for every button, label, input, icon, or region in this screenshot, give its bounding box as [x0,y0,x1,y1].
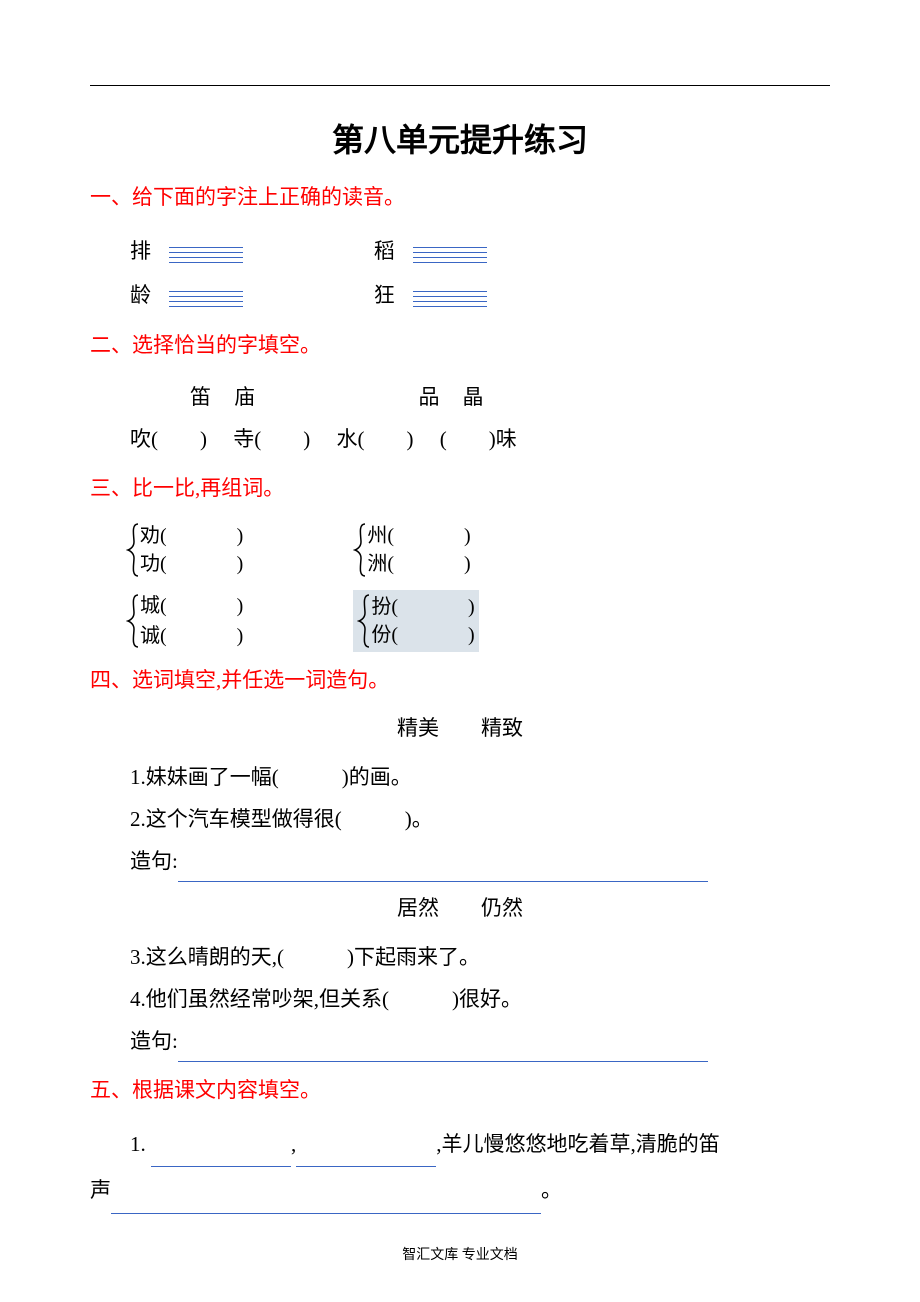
q4-group2-options: 居然 仍然 [90,892,830,922]
q3-pair-1[interactable]: 州() 洲() [353,520,470,580]
q2-fill-0[interactable]: 吹( ) [130,427,207,451]
section-4-heading: 四、选词填空,并任选一词造句。 [90,664,830,698]
q1-char-3: 狂 [374,273,402,317]
sentence-blank[interactable] [178,853,708,881]
q1-char-2: 龄 [130,273,158,317]
section-2-options: 笛 庙 品 晶 [190,376,830,418]
q5-blank-2[interactable] [296,1139,436,1167]
q3-pair-0[interactable]: 劝() 功() [126,520,243,580]
section-2-heading: 二、选择恰当的字填空。 [90,329,830,363]
page-title: 第八单元提升练习 [90,115,830,161]
q4-1[interactable]: 1.妹妹画了一幅( )的画。 [130,756,830,798]
q4-2[interactable]: 2.这个汽车模型做得很( )。 [130,798,830,840]
q2-fill-2[interactable]: 水( ) [337,427,414,451]
q5-prefix: 1. [130,1132,146,1156]
q5-blank-1[interactable] [151,1139,291,1167]
q2-fill-3[interactable]: ( )味 [440,427,517,451]
q2-option-group-0: 笛 庙 [190,385,256,409]
sentence-label: 造句: [130,1029,178,1053]
q4-sentence-1[interactable]: 造句: [130,840,830,882]
top-border [90,85,830,86]
q4-group1-options: 精美 精致 [90,712,830,742]
section-3-heading: 三、比一比,再组词。 [90,472,830,506]
brace-icon [357,591,371,651]
q3-pair-3[interactable]: 扮() 份() [353,590,478,652]
q1-char-1: 稻 [374,229,402,273]
pinyin-blank-3[interactable] [413,287,487,307]
brace-icon [126,520,140,580]
q1-char-0: 排 [130,229,158,273]
section-2-fill: 吹( ) 寺( ) 水( ) ( )味 [130,418,830,460]
q2-option-group-1: 品 晶 [419,385,485,409]
section-1-heading: 一、给下面的字注上正确的读音。 [90,181,830,215]
section-3-body: 劝() 功() 州() 洲() 城() 诚() [126,520,830,652]
q2-fill-1[interactable]: 寺( ) [233,427,310,451]
q5-tail-1: ,羊儿慢悠悠地吃着草,清脆的笛 [436,1132,720,1156]
pinyin-blank-0[interactable] [169,243,243,263]
page: 第八单元提升练习 一、给下面的字注上正确的读音。 排 稻 龄 狂 二、选择恰当的… [0,0,920,1302]
brace-icon [353,520,367,580]
footer-text: 智汇文库 专业文档 [0,1244,920,1264]
section-1-body: 排 稻 龄 狂 [90,229,830,317]
sentence-label: 造句: [130,849,178,873]
q5-line-1[interactable]: 1. ,,羊儿慢悠悠地吃着草,清脆的笛 [130,1121,830,1167]
q5-tail-2: 。 [541,1178,562,1202]
q4-3[interactable]: 3.这么晴朗的天,( )下起雨来了。 [130,936,830,978]
q5-blank-3[interactable] [111,1185,541,1213]
sentence-blank[interactable] [178,1033,708,1061]
section-5-heading: 五、根据课文内容填空。 [90,1074,830,1108]
q5-prefix-2: 声 [90,1178,111,1202]
pinyin-blank-1[interactable] [413,243,487,263]
q3-pair-2[interactable]: 城() 诚() [126,590,243,652]
pinyin-blank-2[interactable] [169,287,243,307]
q4-4[interactable]: 4.他们虽然经常吵架,但关系( )很好。 [130,978,830,1020]
q4-sentence-2[interactable]: 造句: [130,1020,830,1062]
brace-icon [126,590,140,652]
q5-line-2[interactable]: 声。 [90,1167,830,1213]
